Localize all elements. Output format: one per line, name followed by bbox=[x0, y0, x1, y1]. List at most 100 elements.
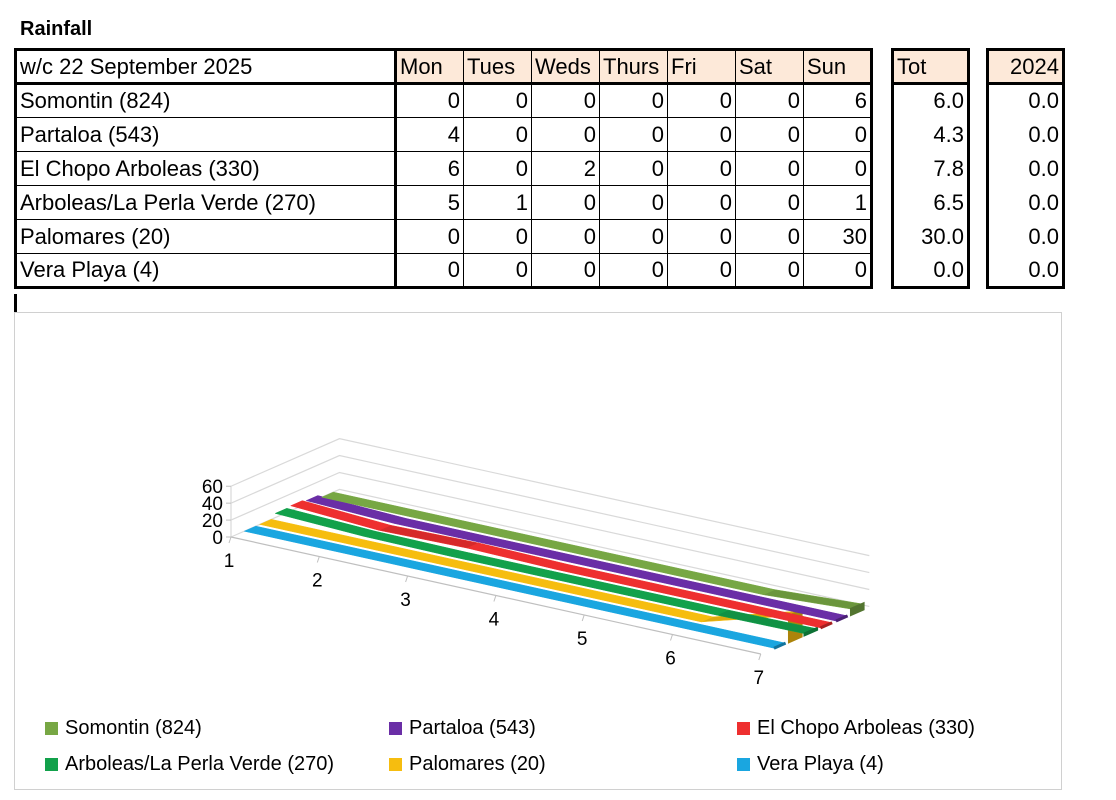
prev-year-header: 2024 bbox=[987, 49, 1064, 85]
gridline bbox=[230, 454, 870, 574]
table-row: 30.0 bbox=[892, 219, 969, 254]
legend-label: El Chopo Arboleas (330) bbox=[757, 717, 975, 739]
day-header-fri: Fri bbox=[667, 49, 736, 85]
rain-value: 1 bbox=[463, 185, 532, 220]
rain-value: 0 bbox=[803, 253, 872, 288]
table-row: 0.0 bbox=[987, 219, 1064, 254]
total-value: 7.8 bbox=[892, 151, 969, 186]
legend-label: Palomares (20) bbox=[409, 753, 546, 775]
rainfall-chart: 0 20 40 60 1 2 3 4 5 6 7 Somontin (824) Partaloa (5… bbox=[14, 312, 1062, 790]
rainfall-table: w/c 22 September 2025 Mon Tues Weds Thur… bbox=[14, 48, 873, 289]
rain-value: 0 bbox=[735, 253, 804, 288]
rain-value: 0 bbox=[667, 185, 736, 220]
x-tick bbox=[670, 634, 673, 641]
series-end-cap bbox=[803, 626, 819, 637]
gridline bbox=[230, 471, 870, 591]
header-row: 2024 bbox=[987, 49, 1064, 85]
table-row: Vera Playa (4) 0 0 0 0 0 0 0 bbox=[15, 253, 872, 288]
y-tick-label: 20 bbox=[202, 511, 223, 532]
table-row: Somontin (824) 0 0 0 0 0 0 6 bbox=[15, 83, 872, 118]
legend-label: Partaloa (543) bbox=[409, 717, 536, 739]
x-tick-label: 7 bbox=[754, 668, 765, 689]
legend-item: Somontin (824) bbox=[45, 717, 202, 740]
x-tick-label: 6 bbox=[665, 649, 676, 670]
table-row: Partaloa (543) 4 0 0 0 0 0 0 bbox=[15, 117, 872, 152]
total-value: 30.0 bbox=[892, 219, 969, 254]
rain-value: 0 bbox=[803, 151, 872, 186]
rain-value: 0 bbox=[735, 219, 804, 254]
table-row: 0.0 bbox=[987, 151, 1064, 186]
rain-value: 0 bbox=[463, 83, 532, 118]
table-row: Palomares (20) 0 0 0 0 0 0 30 bbox=[15, 219, 872, 254]
table-row: Arboleas/La Perla Verde (270) 5 1 0 0 0 0 1 bbox=[15, 185, 872, 220]
station-name: Somontin (824) bbox=[15, 83, 397, 118]
table-row: 6.0 bbox=[892, 83, 969, 118]
rain-value: 0 bbox=[599, 83, 668, 118]
chart-legend: Somontin (824) Partaloa (543) El Chopo Arb… bbox=[45, 713, 1045, 789]
rain-value: 0 bbox=[667, 219, 736, 254]
x-tick bbox=[228, 536, 232, 544]
station-name: Partaloa (543) bbox=[15, 117, 397, 152]
legend-item: El Chopo Arboleas (330) bbox=[737, 717, 975, 740]
rain-value: 0 bbox=[599, 151, 668, 186]
total-value: 0.0 bbox=[892, 253, 969, 288]
header-row: Tot bbox=[892, 49, 969, 85]
series-ribbon bbox=[243, 525, 787, 650]
rain-value: 6 bbox=[803, 83, 872, 118]
table-row: 0.0 bbox=[987, 117, 1064, 152]
rain-value: 0 bbox=[667, 151, 736, 186]
y-tick-label: 40 bbox=[202, 494, 223, 515]
legend-swatch bbox=[389, 722, 402, 735]
series-end-cap bbox=[835, 614, 849, 623]
series-segment bbox=[731, 602, 833, 629]
rain-value: 0 bbox=[395, 253, 464, 288]
rain-value: 0 bbox=[735, 185, 804, 220]
rain-value: 0 bbox=[735, 151, 804, 186]
y-tick-label: 60 bbox=[202, 477, 223, 498]
total-value: 4.3 bbox=[892, 117, 969, 152]
series-end-cap bbox=[773, 641, 787, 650]
legend-swatch bbox=[737, 722, 750, 735]
rain-value: 5 bbox=[395, 185, 464, 220]
prev-year-value: 0.0 bbox=[987, 83, 1064, 118]
rain-value: 0 bbox=[531, 253, 600, 288]
legend-label: Arboleas/La Perla Verde (270) bbox=[65, 753, 335, 775]
station-name: Palomares (20) bbox=[15, 219, 397, 254]
legend-item: Arboleas/La Perla Verde (270) bbox=[45, 753, 334, 776]
day-header-mon: Mon bbox=[395, 49, 464, 85]
table-row: 6.5 bbox=[892, 185, 969, 220]
prev-year-value: 0.0 bbox=[987, 253, 1064, 288]
week-label: w/c 22 September 2025 bbox=[15, 49, 397, 85]
legend-swatch bbox=[737, 758, 750, 771]
station-name: Vera Playa (4) bbox=[15, 253, 397, 288]
series-ribbon bbox=[305, 495, 849, 623]
x-tick-label: 3 bbox=[400, 590, 411, 611]
x-tick bbox=[405, 575, 409, 583]
legend-item: Palomares (20) bbox=[389, 753, 546, 776]
rain-value: 0 bbox=[463, 151, 532, 186]
rain-value: 0 bbox=[531, 83, 600, 118]
rain-value: 0 bbox=[395, 219, 464, 254]
legend-item: Partaloa (543) bbox=[389, 717, 536, 740]
rain-value: 0 bbox=[531, 219, 600, 254]
rain-value: 30 bbox=[803, 219, 872, 254]
rain-value: 0 bbox=[803, 117, 872, 152]
legend-swatch bbox=[45, 758, 58, 771]
page-title: Rainfall bbox=[20, 18, 93, 40]
rain-value: 0 bbox=[463, 253, 532, 288]
day-header-sat: Sat bbox=[735, 49, 804, 85]
rain-value: 6 bbox=[395, 151, 464, 186]
rain-value: 2 bbox=[531, 151, 600, 186]
rain-value: 0 bbox=[667, 83, 736, 118]
rain-value: 0 bbox=[599, 185, 668, 220]
series-segment bbox=[684, 623, 787, 649]
x-tick bbox=[758, 653, 762, 661]
prev-year-value: 0.0 bbox=[987, 151, 1064, 186]
legend-swatch bbox=[45, 722, 58, 735]
rain-value: 0 bbox=[735, 117, 804, 152]
x-tick-label: 5 bbox=[577, 629, 588, 650]
rain-value: 0 bbox=[599, 253, 668, 288]
y-tick-label: 0 bbox=[212, 528, 223, 549]
legend-label: Somontin (824) bbox=[65, 717, 202, 739]
